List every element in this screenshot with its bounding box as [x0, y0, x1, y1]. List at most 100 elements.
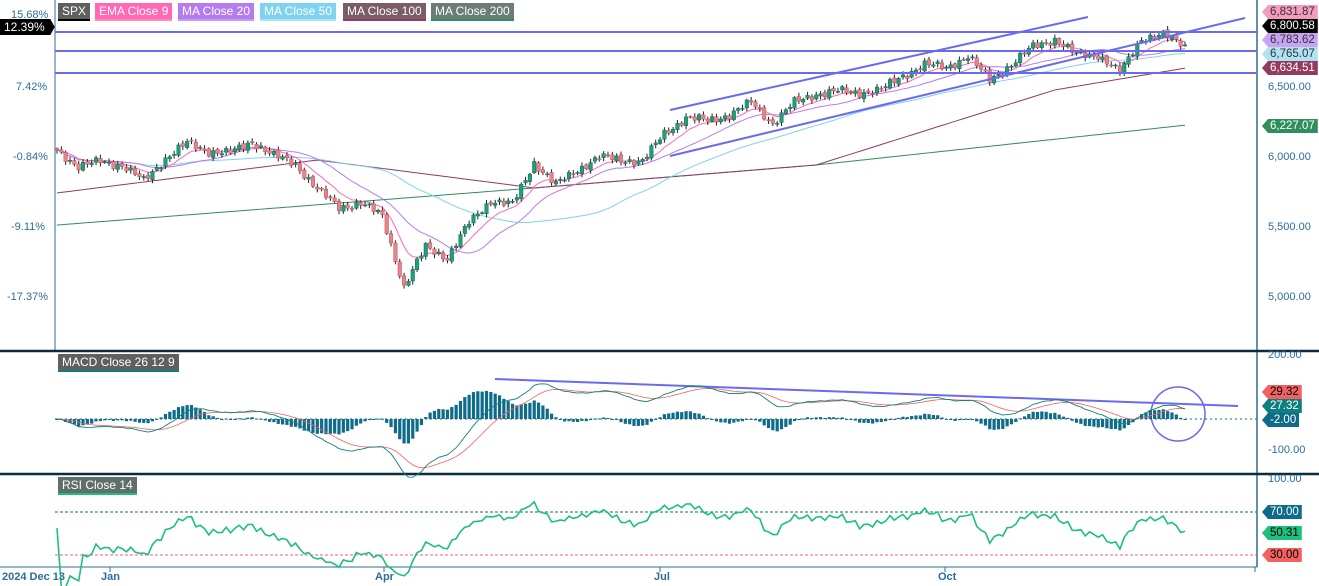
candle	[345, 204, 350, 209]
macd-histogram-bar	[341, 419, 345, 433]
candle	[1022, 52, 1027, 55]
macd-histogram-bar	[228, 419, 233, 420]
candle	[124, 167, 129, 172]
macd-histogram-bar	[610, 419, 614, 420]
candle	[263, 146, 268, 153]
macd-histogram-bar	[103, 419, 107, 421]
macd-histogram-bar	[289, 419, 293, 427]
annotations[interactable]	[55, 16, 1257, 442]
ema9-price-tag: 6,831.87	[1262, 5, 1318, 19]
candle	[380, 209, 385, 215]
rsi-axis-label: 100.00	[1268, 473, 1302, 485]
candle	[757, 107, 762, 109]
legend-ma100[interactable]: MA Close 100	[343, 3, 426, 21]
candle	[1065, 44, 1070, 48]
macd-histogram-bar	[693, 413, 697, 419]
macd-histogram-bar	[77, 419, 81, 427]
candle	[458, 234, 463, 248]
candle	[874, 86, 879, 94]
macd-histogram-bar	[753, 419, 758, 421]
macd-histogram-bar	[762, 419, 766, 426]
ma50-price-tag: 6,765.07	[1262, 47, 1318, 61]
macd-histogram-bar	[1161, 409, 1165, 419]
macd-histogram-bar	[953, 419, 957, 421]
macd-histogram-bar	[845, 418, 849, 420]
macd-histogram-bar	[85, 419, 89, 425]
candle	[475, 213, 480, 217]
legend-ma20[interactable]: MA Close 20	[178, 3, 255, 21]
macd-histogram-bar	[554, 417, 558, 419]
macd-histogram-bar	[688, 411, 693, 419]
macd-histogram-bar	[732, 419, 736, 423]
candle	[176, 144, 181, 156]
candle	[575, 172, 580, 174]
macd-histogram-bar	[480, 391, 484, 419]
rsi-70-tag: 70.00	[1262, 505, 1302, 519]
macd-signal-line	[56, 388, 1186, 469]
legend-ema9[interactable]: EMA Close 9	[95, 3, 173, 21]
candle	[363, 204, 368, 207]
macd-histogram-bar	[172, 409, 176, 419]
candle	[1013, 62, 1018, 67]
macd-histogram-bar	[936, 415, 940, 419]
price-label: 6,500.00	[1268, 81, 1311, 93]
candle	[172, 154, 177, 156]
candle	[1048, 43, 1053, 46]
macd-histogram-bar	[276, 419, 280, 424]
macd-histogram-bar	[246, 417, 250, 419]
legend-ma200[interactable]: MA Close 200	[431, 3, 514, 21]
candle	[597, 158, 602, 160]
macd-legend[interactable]: MACD Close 26 12 9	[58, 354, 179, 372]
macd-histogram-bar	[189, 404, 194, 419]
macd-histogram-bar	[107, 419, 111, 420]
macd-histogram-bar	[675, 411, 679, 419]
macd-histogram-bar	[254, 418, 259, 420]
candle	[966, 58, 971, 61]
candle	[1061, 43, 1066, 47]
candle	[1152, 36, 1157, 39]
candle	[141, 176, 146, 178]
macd-histogram-bar	[124, 419, 129, 422]
candle	[896, 78, 901, 85]
candle	[202, 148, 207, 151]
macd-histogram-bar	[445, 409, 450, 419]
candle	[280, 156, 285, 160]
macd-histogram-bar	[311, 419, 315, 433]
candle	[827, 89, 832, 99]
macd-histogram-bar	[267, 419, 272, 422]
candle	[1100, 56, 1105, 61]
legend-ma50[interactable]: MA Close 50	[260, 3, 337, 21]
legend-symbol[interactable]: SPX	[58, 3, 91, 21]
candles	[55, 25, 1187, 289]
rsi-legend[interactable]: RSI Close 14	[58, 477, 137, 495]
candle	[931, 64, 936, 67]
macd-histogram-bar	[398, 419, 402, 440]
candle	[731, 110, 736, 120]
macd-histogram-bar	[1022, 416, 1027, 419]
macd-histogram-bar	[840, 417, 844, 419]
macd-histogram-bar	[792, 419, 797, 422]
macd-histogram-bar	[1087, 419, 1092, 427]
percent-label: 15.68%	[11, 9, 49, 21]
candle	[428, 242, 433, 249]
macd-histogram-bar	[979, 419, 983, 424]
macd-histogram-bar	[1009, 419, 1014, 425]
candle	[944, 66, 949, 69]
macd-line	[56, 383, 1186, 478]
macd-histogram-bar	[406, 419, 411, 444]
macd-histogram-bar	[1001, 419, 1005, 429]
candle	[553, 181, 558, 185]
candle	[154, 167, 159, 171]
candle	[927, 59, 932, 66]
macd-histogram-bar	[68, 419, 72, 424]
macd-histogram-bar	[623, 419, 627, 424]
macd-axis-label: 200.00	[1268, 349, 1302, 361]
macd-histogram-bar	[211, 416, 215, 419]
candle	[848, 91, 853, 93]
macd-histogram-bar	[684, 411, 688, 419]
candle	[376, 210, 381, 213]
candle	[887, 79, 892, 89]
candle	[558, 179, 563, 181]
